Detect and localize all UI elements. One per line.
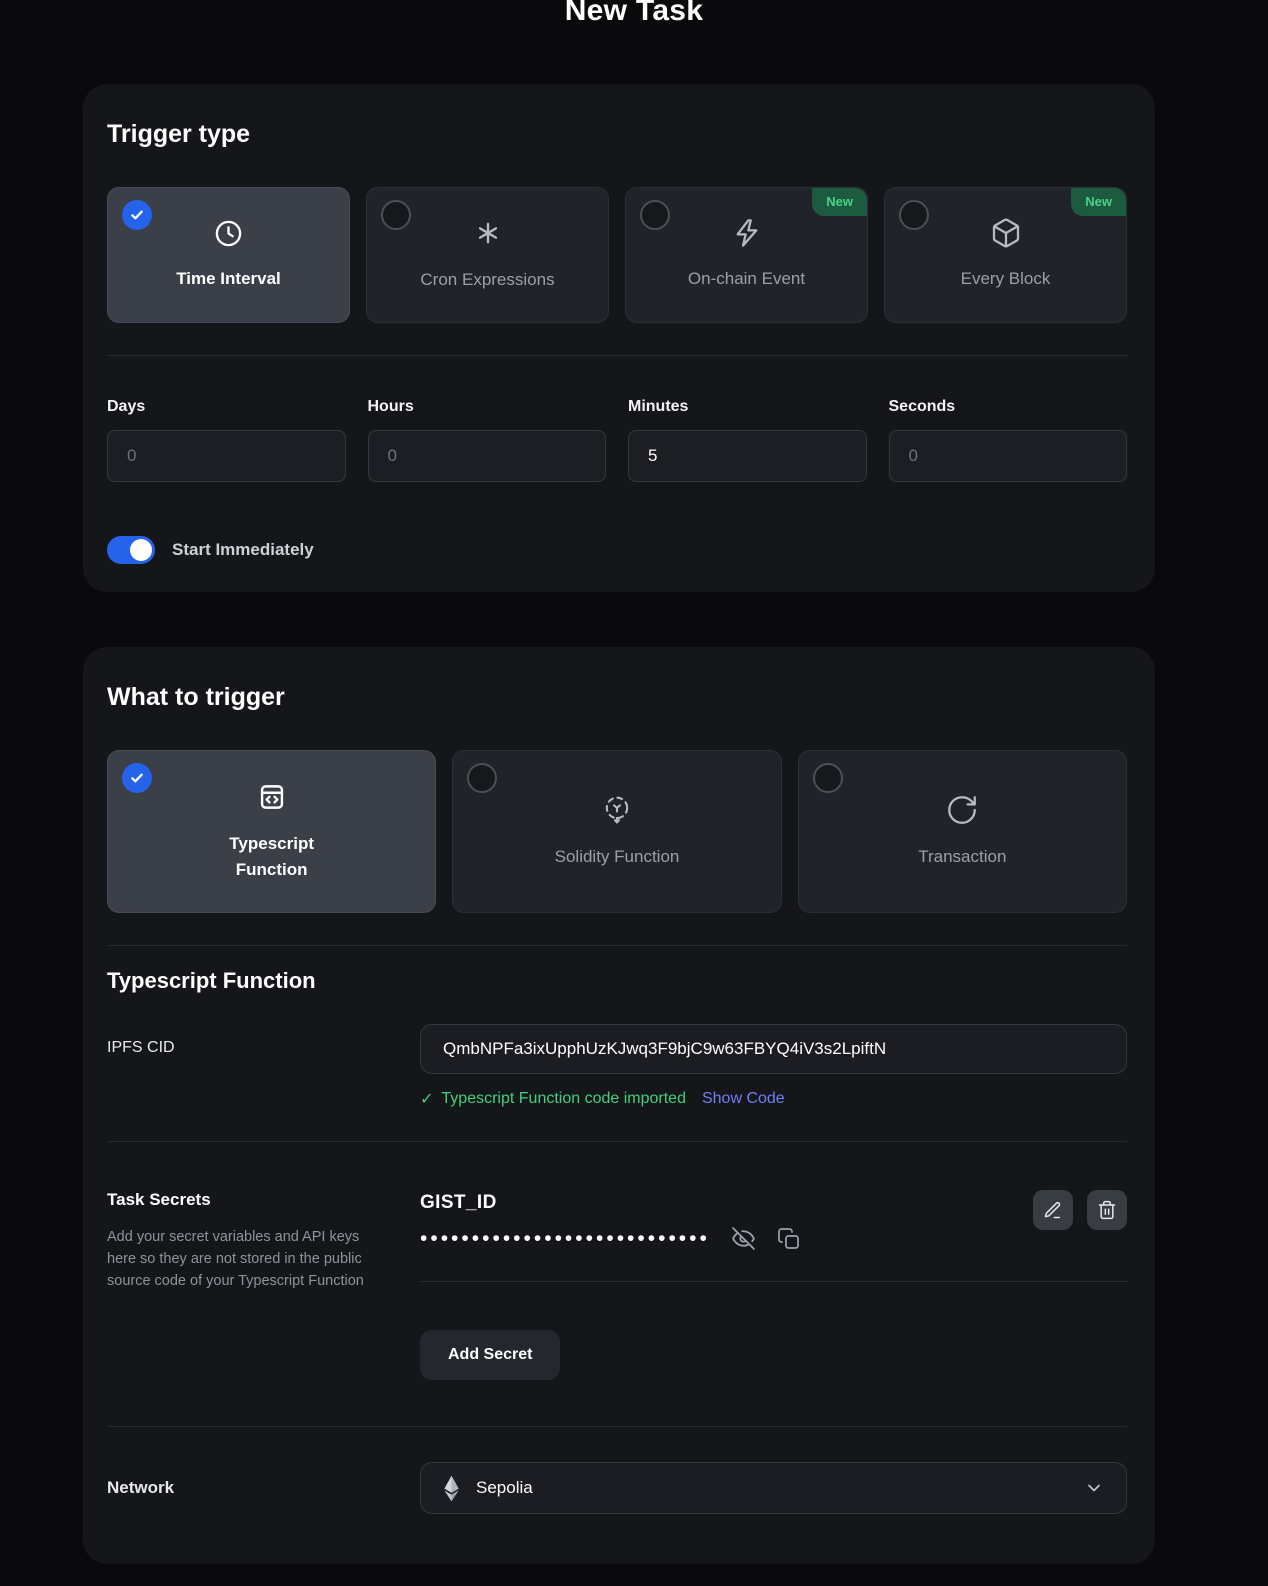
days-input[interactable]	[107, 430, 346, 482]
asterisk-icon	[471, 216, 505, 250]
trigger-option-cron-expressions[interactable]: Cron Expressions	[366, 187, 609, 323]
trigger-type-card: Trigger type Time Interval Cron Expressi…	[83, 84, 1155, 592]
divider	[107, 1426, 1127, 1427]
typescript-function-heading: Typescript Function	[107, 968, 316, 993]
seconds-field-group: Seconds	[888, 398, 1127, 482]
trigger-option-label: Cron Expressions	[420, 270, 555, 290]
new-badge: New	[812, 188, 867, 216]
minutes-field-group: Minutes	[628, 398, 867, 482]
radio-circle[interactable]	[899, 200, 929, 230]
toggle-knob	[130, 539, 152, 561]
task-secrets-info: Task Secrets Add your secret variables a…	[107, 1190, 420, 1380]
what-option-label: Typescript Function	[229, 833, 315, 879]
radio-circle[interactable]	[640, 200, 670, 230]
trigger-option-label: On-chain Event	[687, 269, 806, 289]
what-to-trigger-heading: What to trigger	[107, 683, 285, 711]
trigger-option-label: Time Interval	[176, 268, 281, 288]
secret-details: GIST_ID ••••••••••••••••••••••••••••	[420, 1190, 801, 1251]
show-code-link[interactable]: Show Code	[701, 1090, 785, 1107]
start-immediately-row: Start Immediately	[107, 536, 1127, 564]
hours-label: Hours	[367, 398, 414, 415]
radio-circle[interactable]	[812, 763, 843, 793]
lightning-icon	[731, 217, 763, 249]
radio-circle[interactable]	[381, 200, 411, 230]
clock-icon	[213, 218, 244, 249]
check-icon: ✓	[420, 1091, 434, 1108]
start-immediately-label: Start Immediately	[172, 540, 314, 559]
secret-value-row: ••••••••••••••••••••••••••••	[420, 1226, 801, 1251]
ipfs-cid-input[interactable]	[420, 1024, 1127, 1074]
hours-field-group: Hours	[367, 398, 606, 482]
delete-secret-button[interactable]	[1087, 1190, 1127, 1230]
check-icon	[129, 770, 145, 786]
trigger-option-time-interval[interactable]: Time Interval	[107, 187, 350, 323]
what-to-trigger-card: What to trigger Typescript Function Soli…	[83, 647, 1155, 1564]
divider	[107, 945, 1127, 946]
task-secrets-description: Add your secret variables and API keys h…	[107, 1229, 364, 1289]
days-label: Days	[107, 398, 146, 415]
seconds-input[interactable]	[888, 430, 1127, 482]
cube-icon	[990, 217, 1022, 249]
check-icon	[129, 207, 145, 223]
import-status-text: Typescript Function code imported	[441, 1090, 686, 1107]
eye-off-icon[interactable]	[731, 1226, 756, 1251]
trigger-option-onchain-event[interactable]: New On-chain Event	[625, 187, 868, 323]
secret-value-masked: ••••••••••••••••••••••••••••	[420, 1227, 710, 1250]
task-secrets-heading: Task Secrets	[107, 1190, 211, 1209]
hours-input[interactable]	[367, 430, 606, 482]
pencil-icon	[1043, 1200, 1063, 1220]
solidity-deploy-icon	[600, 793, 634, 827]
selected-check-circle[interactable]	[122, 200, 152, 230]
rotate-icon	[945, 793, 979, 827]
ethereum-icon	[443, 1475, 460, 1502]
add-secret-button[interactable]: Add Secret	[420, 1330, 561, 1380]
network-label: Network	[107, 1478, 175, 1497]
minutes-label: Minutes	[628, 398, 689, 415]
network-section: Network Sepolia	[107, 1462, 1127, 1514]
minutes-input[interactable]	[628, 430, 867, 482]
trigger-option-label: Every Block	[960, 269, 1051, 289]
trigger-option-every-block[interactable]: New Every Block	[884, 187, 1127, 323]
what-option-solidity-function[interactable]: Solidity Function	[452, 750, 782, 913]
trash-icon	[1097, 1200, 1117, 1220]
network-dropdown[interactable]: Sepolia	[420, 1462, 1127, 1514]
start-immediately-toggle[interactable]	[107, 536, 155, 564]
chevron-down-icon	[1084, 1478, 1104, 1498]
trigger-type-heading: Trigger type	[107, 120, 251, 148]
seconds-label: Seconds	[888, 398, 956, 415]
code-window-icon	[255, 780, 289, 814]
what-option-typescript-function[interactable]: Typescript Function	[107, 750, 437, 913]
trigger-type-options: Time Interval Cron Expressions New On-ch…	[107, 187, 1127, 323]
secret-name: GIST_ID	[420, 1192, 497, 1213]
divider	[107, 355, 1127, 356]
what-to-trigger-options: Typescript Function Solidity Function Tr…	[107, 750, 1127, 913]
new-badge: New	[1071, 188, 1126, 216]
divider	[107, 1141, 1127, 1142]
copy-icon[interactable]	[777, 1227, 801, 1251]
secret-actions	[1033, 1190, 1127, 1230]
page-title: New Task	[564, 0, 704, 27]
ipfs-cid-label: IPFS CID	[107, 1039, 175, 1056]
what-option-label: Transaction	[918, 846, 1007, 866]
network-selected-value: Sepolia	[476, 1478, 533, 1497]
what-option-label: Solidity Function	[554, 846, 680, 866]
secret-item: GIST_ID ••••••••••••••••••••••••••••	[420, 1190, 1127, 1251]
import-status-line: ✓ Typescript Function code imported Show…	[420, 1089, 1127, 1109]
edit-secret-button[interactable]	[1033, 1190, 1073, 1230]
what-option-transaction[interactable]: Transaction	[797, 750, 1127, 913]
time-interval-fields: Days Hours Minutes Seconds	[107, 398, 1127, 482]
selected-check-circle[interactable]	[122, 763, 152, 793]
divider	[420, 1281, 1127, 1282]
ipfs-cid-row: IPFS CID ✓ Typescript Function code impo…	[107, 1024, 1127, 1109]
days-field-group: Days	[107, 398, 346, 482]
task-secrets-section: Task Secrets Add your secret variables a…	[107, 1190, 1127, 1380]
radio-circle[interactable]	[467, 763, 498, 793]
